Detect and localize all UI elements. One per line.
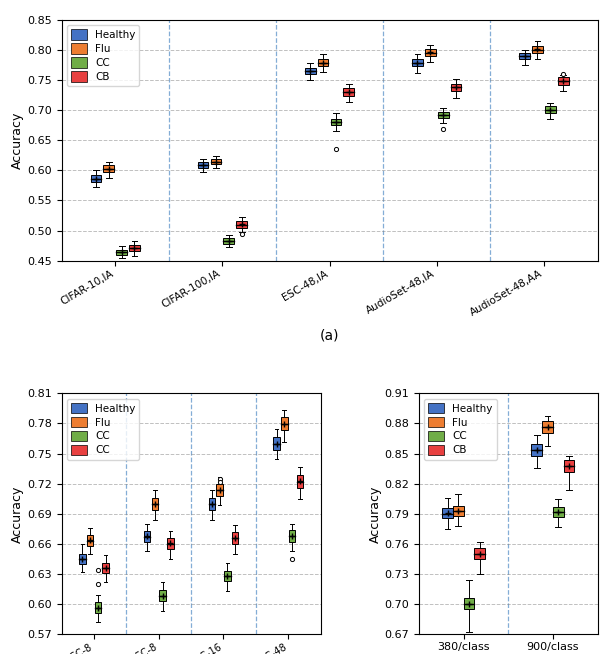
Bar bbox=[442, 508, 453, 518]
Bar bbox=[344, 88, 354, 95]
Bar bbox=[160, 590, 166, 601]
Y-axis label: Accuracy: Accuracy bbox=[11, 485, 24, 543]
Bar bbox=[281, 417, 288, 430]
Bar bbox=[453, 506, 464, 516]
Y-axis label: Accuracy: Accuracy bbox=[368, 485, 381, 543]
Bar bbox=[224, 571, 230, 581]
Bar bbox=[102, 563, 109, 573]
Bar bbox=[198, 162, 208, 168]
Bar bbox=[87, 535, 93, 546]
Bar bbox=[211, 160, 221, 164]
Bar bbox=[474, 548, 485, 559]
Bar bbox=[305, 68, 315, 74]
Legend: Healthy, Flu, CC, CC: Healthy, Flu, CC, CC bbox=[67, 398, 139, 460]
Bar bbox=[216, 484, 223, 496]
Bar bbox=[532, 46, 543, 53]
Bar bbox=[425, 48, 436, 56]
Bar bbox=[152, 498, 158, 510]
Legend: Healthy, Flu, CC, CB: Healthy, Flu, CC, CB bbox=[424, 398, 497, 460]
Legend: Healthy, Flu, CC, CB: Healthy, Flu, CC, CB bbox=[67, 25, 139, 86]
Bar bbox=[558, 77, 569, 85]
Bar bbox=[318, 60, 328, 66]
Bar bbox=[296, 475, 303, 488]
Bar bbox=[438, 112, 448, 118]
Text: (a): (a) bbox=[320, 328, 339, 342]
Bar bbox=[129, 245, 140, 251]
Bar bbox=[519, 53, 530, 60]
Bar bbox=[532, 443, 542, 456]
Bar bbox=[91, 175, 101, 182]
Bar bbox=[103, 165, 114, 172]
Bar bbox=[564, 460, 574, 472]
Bar bbox=[144, 531, 150, 542]
Bar bbox=[289, 530, 295, 542]
Y-axis label: Accuracy: Accuracy bbox=[11, 111, 25, 169]
Bar bbox=[237, 221, 247, 228]
Bar bbox=[167, 538, 174, 549]
Bar bbox=[232, 532, 238, 544]
Bar bbox=[224, 239, 234, 244]
Bar bbox=[331, 119, 341, 125]
Bar bbox=[274, 438, 280, 449]
Bar bbox=[412, 60, 423, 66]
Bar bbox=[545, 107, 556, 113]
Bar bbox=[116, 250, 127, 254]
Bar bbox=[464, 598, 474, 610]
Bar bbox=[553, 507, 564, 517]
Bar bbox=[95, 602, 101, 613]
Bar bbox=[542, 421, 553, 434]
Bar bbox=[451, 84, 461, 91]
Bar bbox=[209, 498, 215, 510]
Bar bbox=[79, 554, 86, 564]
